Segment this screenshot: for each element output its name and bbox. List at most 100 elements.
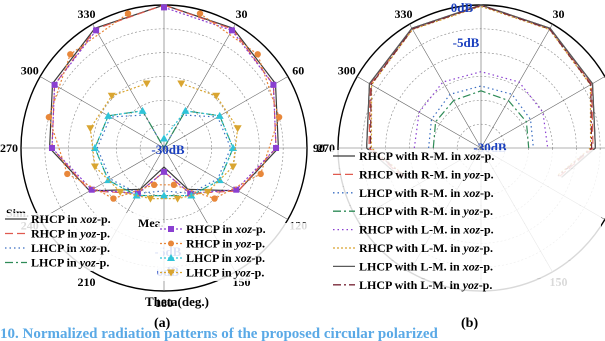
series-line	[368, 4, 594, 177]
grid-spoke	[40, 147, 165, 220]
legend-row-bg	[3, 213, 163, 228]
data-point-marker	[142, 80, 151, 88]
data-point-marker	[196, 10, 204, 17]
data-point-marker	[187, 190, 194, 197]
data-point-marker	[116, 188, 125, 196]
angle-tick-label: 300	[21, 64, 39, 78]
data-point-marker	[212, 92, 221, 100]
legend-row-bg	[331, 242, 601, 261]
data-point-marker	[160, 134, 168, 142]
data-point-marker	[86, 125, 95, 133]
angle-tick-label: 60	[292, 64, 304, 78]
data-point-marker	[161, 168, 167, 175]
legend: RHCP with R-M. in xoz-p. RHCP with R-M. i…	[331, 149, 601, 298]
series-line	[365, 4, 597, 178]
data-point-marker	[124, 10, 132, 17]
legend-row-bg	[3, 227, 163, 242]
series-line	[369, 4, 593, 177]
legend-entry-label: RHCP in yoz-p.	[186, 237, 265, 251]
data-point-marker	[257, 170, 264, 178]
grid-spoke	[480, 76, 605, 149]
legend-row-bg	[331, 278, 601, 298]
data-point-marker	[170, 181, 178, 189]
data-point-marker	[150, 181, 158, 189]
grid-spoke	[163, 76, 288, 149]
data-point-marker	[160, 191, 168, 199]
polar-chart-a: 03060901201501802102402703003300dB-5dB-3…	[0, 4, 328, 310]
legend-entry-label: LHCP with L-M. in xoz-p.	[359, 259, 493, 273]
legend-entry-label: RHCP with L-M. in yoz-p.	[359, 241, 493, 255]
legend-marker	[168, 226, 174, 232]
legend-row-bg	[3, 256, 163, 271]
legend-row-bg	[331, 150, 601, 169]
data-point-marker	[161, 4, 167, 11]
legend-row-bg	[3, 242, 163, 257]
radial-db-label: -30dB	[151, 142, 185, 157]
data-point-marker	[107, 92, 116, 100]
legend-entry-label: LHCP in yoz-p.	[186, 266, 264, 280]
legend-row-bg	[331, 186, 601, 206]
legend-entry-label: RHCP with L-M. in xoz-p.	[359, 223, 494, 237]
data-point-marker	[132, 191, 141, 199]
data-point-marker	[64, 170, 71, 178]
series-line	[48, 13, 280, 200]
legend: Sim.RHCP in xoz-p.RHCP in yoz-p.LHCP in …	[3, 206, 163, 271]
data-point-marker	[134, 190, 141, 197]
data-point-marker	[254, 51, 261, 58]
data-point-marker	[45, 113, 53, 121]
legend-marker	[167, 269, 175, 277]
data-point-marker	[104, 111, 113, 119]
data-point-marker	[211, 195, 218, 202]
legend-entry-label: LHCP with R-M. in yoz-p.	[359, 204, 493, 218]
legend-marker	[167, 254, 175, 261]
series-line	[51, 6, 277, 195]
angle-tick-label: 270	[317, 141, 335, 155]
data-point-marker	[215, 111, 224, 119]
data-point-marker	[88, 186, 95, 193]
angle-tick-label: 330	[78, 7, 96, 21]
legend-row-bg	[331, 205, 601, 224]
legend-row-bg	[158, 223, 328, 238]
legend-entry-label: LHCP with R-M. in xoz-p.	[359, 186, 494, 200]
panel-label: (a)	[154, 316, 171, 331]
legend-row-bg	[158, 237, 328, 252]
legend-marker	[168, 240, 174, 247]
grid-spoke	[409, 24, 482, 149]
series-line	[413, 71, 549, 149]
data-point-marker	[48, 145, 55, 151]
theta-axis-label: Theta(deg.)	[145, 294, 209, 309]
grid-spoke	[40, 76, 165, 149]
legend-row-bg	[158, 266, 328, 281]
legend-entry-label: RHCP in yoz-p.	[31, 227, 110, 241]
angle-tick-label: 270	[0, 141, 18, 155]
legend-row-bg	[331, 260, 601, 279]
angle-tick-label: 180	[155, 296, 173, 310]
data-point-marker	[273, 145, 280, 151]
data-point-marker	[90, 163, 99, 171]
legend-entry-label: LHCP in xoz-p.	[31, 241, 110, 255]
data-point-marker	[51, 81, 58, 88]
angle-tick-label: 90	[313, 141, 325, 155]
data-point-marker	[93, 27, 100, 34]
data-point-marker	[229, 163, 238, 171]
panel-label: (b)	[461, 316, 478, 331]
legend-entry-label: RHCP in xoz-p.	[186, 222, 266, 236]
legend-title: Mea.	[138, 216, 164, 230]
legend-entry-label: RHCP with R-M. in xoz-p.	[359, 149, 494, 163]
data-point-marker	[110, 195, 117, 202]
angle-tick-label: 210	[78, 275, 96, 289]
legend: Mea. RHCP in xoz-p.RHCP in yoz-p.LHCP in …	[138, 216, 328, 281]
radial-db-label: -5dB	[453, 35, 480, 50]
legend-row-bg	[331, 168, 601, 187]
data-point-marker	[138, 106, 147, 114]
data-point-marker	[233, 125, 242, 133]
series-line	[94, 110, 234, 197]
legend-entry-label: LHCP in xoz-p.	[186, 251, 265, 265]
legend-row-bg	[158, 252, 328, 267]
data-point-marker	[177, 80, 186, 88]
series-line	[89, 82, 239, 200]
legend-entry-label: LHCP with L-M. in yoz-p.	[359, 278, 492, 292]
data-point-marker	[233, 186, 240, 193]
